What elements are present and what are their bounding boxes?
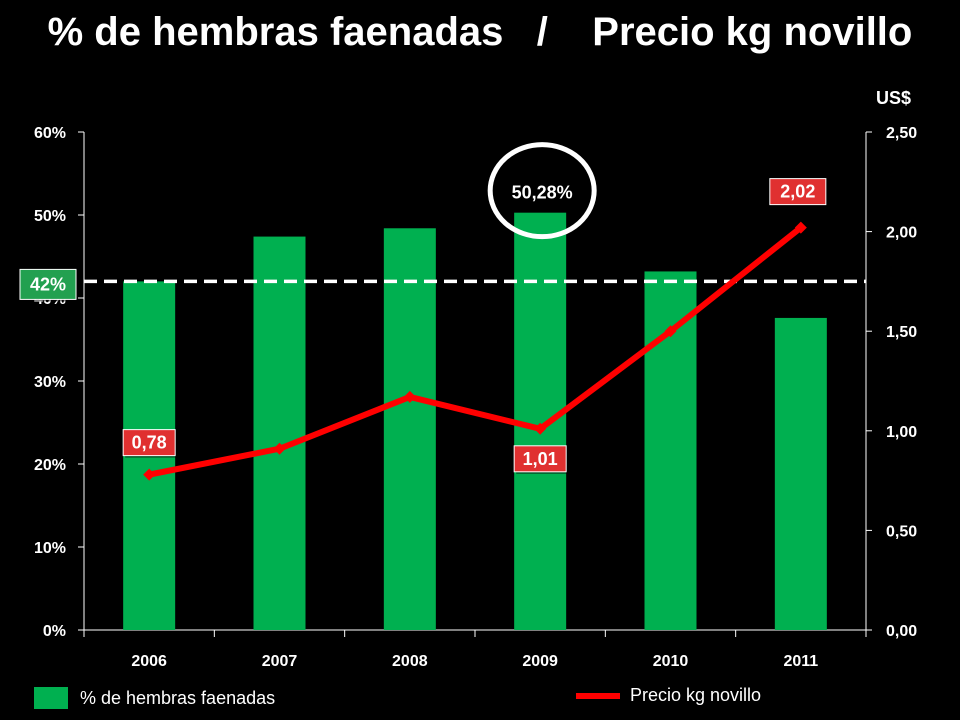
x-tick-label: 2008 (392, 653, 428, 670)
bar (383, 228, 436, 630)
left-tick-label: 0% (43, 623, 66, 640)
right-tick-label: 2,00 (886, 225, 917, 242)
x-tick-label: 2011 (783, 653, 818, 670)
right-tick-label: 0,50 (886, 523, 917, 540)
x-tick-label: 2007 (262, 653, 298, 670)
price-label-2011-box (769, 178, 827, 206)
legend-swatch-bar (34, 687, 68, 709)
chart-title: % de hembras faenadas / Precio kg novill… (47, 10, 913, 54)
right-tick-label: 2,50 (886, 125, 917, 142)
highlight-circle (487, 142, 597, 240)
x-tick-label: 2009 (522, 653, 558, 670)
left-tick-label: 60% (34, 125, 66, 142)
reference-label-text: 42% (30, 274, 66, 294)
left-tick-label: 50% (34, 208, 66, 225)
left-tick-label: 30% (34, 374, 66, 391)
legend-swatch-line (576, 692, 620, 699)
right-tick-label: 1,50 (886, 324, 917, 341)
price-point (794, 221, 807, 234)
x-tick-label: 2006 (131, 653, 167, 670)
left-tick-label: 10% (34, 540, 66, 557)
reference-label-box (19, 268, 77, 300)
legend-item-line: Precio kg novillo (576, 685, 761, 706)
bar (774, 317, 827, 630)
price-point (534, 422, 547, 435)
price-label-2009-text: 1,01 (523, 449, 558, 469)
x-tick-label: 2010 (653, 653, 689, 670)
price-point (403, 390, 416, 403)
price-label-2011-text: 2,02 (780, 182, 815, 202)
legend-label-line: Precio kg novillo (630, 685, 762, 705)
right-tick-label: 1,00 (886, 424, 917, 441)
price-point (143, 468, 156, 481)
price-point (273, 442, 286, 455)
price-label-2006-box (122, 429, 176, 457)
right-axis-label: US$ (876, 88, 911, 108)
bar (253, 236, 306, 630)
left-tick-label: 20% (34, 457, 66, 474)
legend-label-bars: % de hembras faenadas (80, 687, 276, 708)
price-label-2009-box (513, 445, 567, 473)
price-point (664, 325, 677, 338)
right-tick-label: 0,00 (886, 623, 917, 640)
price-label-2006-text: 0,78 (132, 433, 167, 453)
bar-value-label-2009: 50,28% (512, 183, 573, 203)
bar (514, 212, 567, 630)
price-line (146, 224, 804, 478)
legend-item-bars: % de hembras faenadas (34, 687, 275, 709)
